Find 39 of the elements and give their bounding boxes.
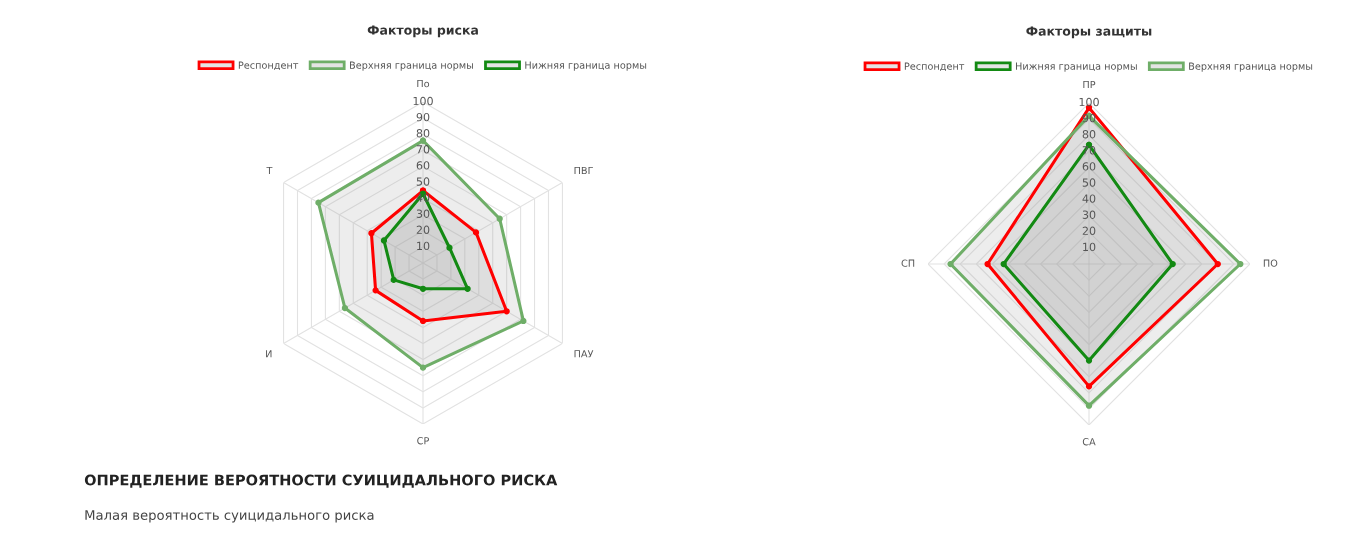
legend-label: Нижняя граница нормы bbox=[1015, 62, 1137, 72]
y-tick-label: 30 bbox=[416, 209, 430, 218]
legend-label: Респондент bbox=[904, 62, 965, 72]
y-tick-label: 100 bbox=[1079, 97, 1099, 107]
spoke-label: СА bbox=[1082, 438, 1096, 446]
y-tick-label: 80 bbox=[1082, 130, 1096, 139]
y-tick-label: 70 bbox=[416, 145, 430, 154]
y-tick-label: 20 bbox=[1082, 226, 1096, 236]
legend-label: Респондент bbox=[238, 61, 299, 71]
spoke-label: ПО bbox=[1263, 259, 1278, 267]
y-tick-label: 60 bbox=[1082, 162, 1096, 171]
text: Малая вероятность суицидального риска bbox=[85, 510, 374, 523]
y-tick-label: 30 bbox=[1082, 210, 1096, 219]
y-tick-label: 20 bbox=[416, 225, 430, 235]
y-tick-label: 40 bbox=[416, 193, 430, 202]
chart-title: Факторы защиты bbox=[1026, 26, 1152, 39]
legend-label: Верхняя граница нормы bbox=[349, 61, 473, 71]
legend-label: Нижняя граница нормы bbox=[525, 61, 647, 71]
y-tick-label: 10 bbox=[417, 241, 430, 251]
spoke-label: ПВГ bbox=[574, 166, 593, 175]
spoke-label: СР bbox=[417, 437, 429, 445]
y-tick-label: 100 bbox=[413, 96, 433, 106]
y-tick-label: 50 bbox=[1082, 178, 1096, 187]
spoke-label: Т bbox=[266, 166, 273, 175]
spoke-label: ПАУ bbox=[574, 350, 594, 358]
legend-label: Верхняя граница нормы bbox=[1189, 62, 1313, 72]
text: ОПРЕДЕЛЕНИЕ ВЕРОЯТНОСТИ СУИЦИДАЛЬНОГО РИСКА bbox=[84, 474, 558, 488]
spoke-label: СП bbox=[901, 259, 915, 267]
spoke-label: ПР bbox=[1083, 81, 1096, 89]
spoke-label: По bbox=[417, 80, 430, 88]
y-tick-label: 50 bbox=[416, 177, 430, 186]
y-tick-label: 40 bbox=[1082, 194, 1096, 203]
y-tick-label: 10 bbox=[1083, 242, 1096, 252]
y-tick-label: 80 bbox=[416, 129, 430, 138]
spoke-label: И bbox=[266, 350, 272, 358]
y-tick-label: 60 bbox=[416, 161, 430, 170]
y-tick-label: 70 bbox=[1082, 146, 1096, 155]
chart-title: Факторы риска bbox=[367, 25, 478, 38]
y-tick-label: 90 bbox=[416, 112, 430, 122]
